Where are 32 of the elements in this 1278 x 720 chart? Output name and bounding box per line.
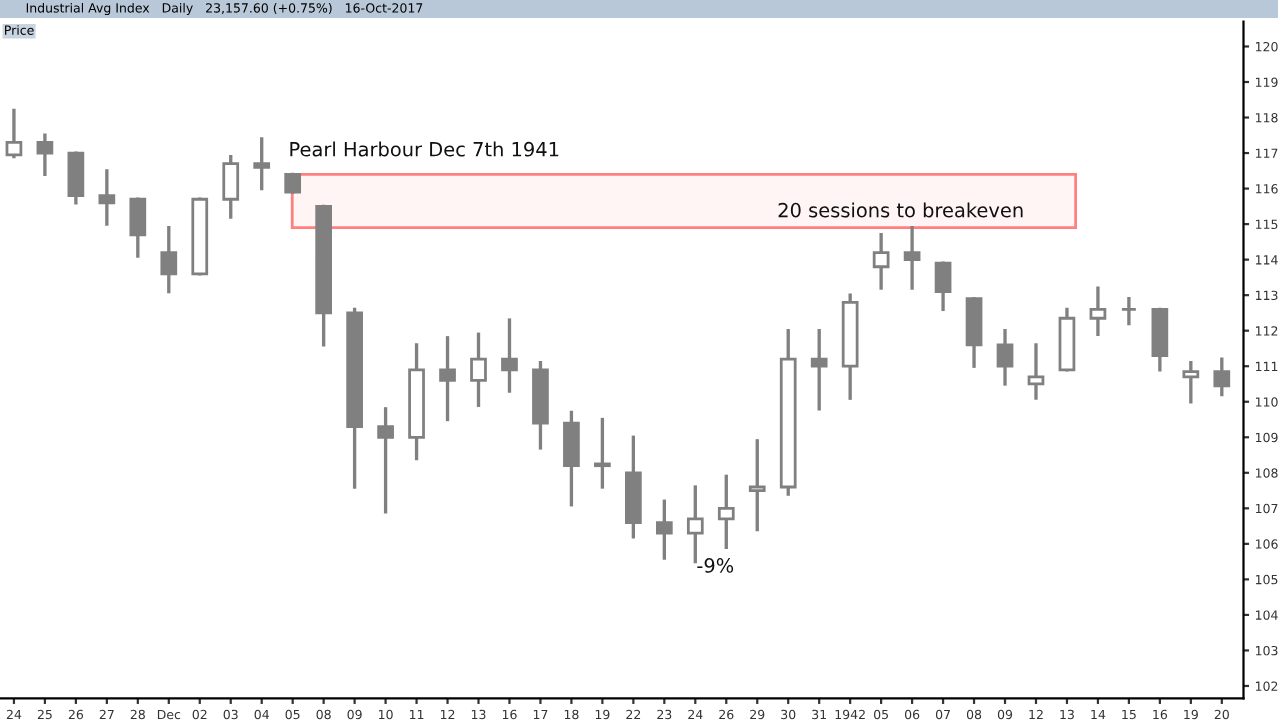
candlestick xyxy=(1089,286,1107,336)
candlestick xyxy=(594,417,611,489)
candlestick xyxy=(501,318,518,393)
annotation: -9% xyxy=(697,558,734,573)
candlestick xyxy=(439,336,456,422)
candlestick xyxy=(222,154,240,219)
candlestick xyxy=(810,329,828,411)
candlestick xyxy=(1213,357,1231,397)
candlestick xyxy=(872,233,890,290)
candlestick xyxy=(98,169,116,226)
candlestick xyxy=(717,474,735,550)
candlestick xyxy=(934,261,952,312)
candlestick xyxy=(563,410,580,507)
candlestick xyxy=(996,329,1014,386)
candlestick xyxy=(160,225,178,294)
candlestick xyxy=(36,133,54,177)
candlestick xyxy=(655,499,673,560)
candlestick xyxy=(253,137,271,191)
candlestick xyxy=(1182,360,1200,404)
candlestick xyxy=(67,151,85,205)
annotation: 20 sessions to breakeven xyxy=(778,202,1023,218)
candlestick xyxy=(965,297,983,368)
candlestick xyxy=(748,439,766,532)
annotation: Pearl Harbour Dec 7th 1941 xyxy=(290,141,559,157)
candlestick xyxy=(129,197,147,258)
candlestick xyxy=(1120,297,1138,326)
candlestick xyxy=(1027,343,1045,400)
candlestick xyxy=(5,108,23,159)
candlestick xyxy=(470,332,487,407)
candlestick xyxy=(903,225,921,290)
candlestick xyxy=(1151,307,1169,372)
candlestick xyxy=(377,407,394,514)
